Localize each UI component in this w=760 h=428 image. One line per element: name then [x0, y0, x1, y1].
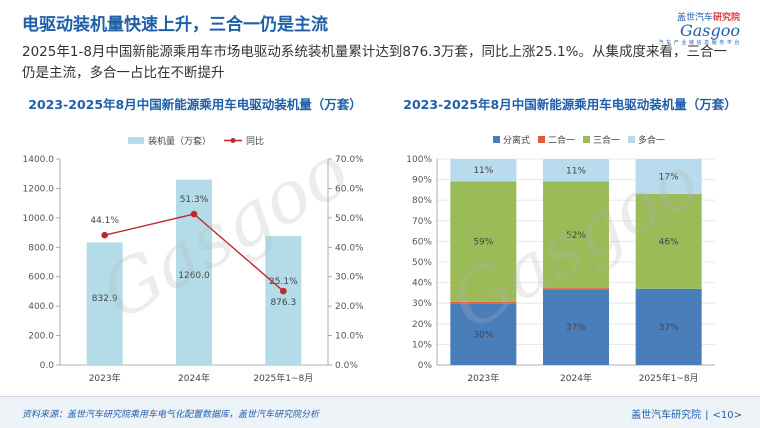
segment-label: 46%: [659, 237, 679, 247]
x-tick-label: 2025年1~8月: [639, 372, 699, 384]
volume-bar-label: 876.3: [270, 298, 296, 308]
y2-tick-label: 30.0%: [335, 273, 364, 283]
x-tick-label: 2023年: [89, 372, 121, 384]
y2-tick-label: 60.0%: [335, 184, 364, 194]
stacked-segment: [543, 288, 609, 290]
yoy-point: [190, 210, 198, 218]
stacked-segment: [635, 288, 702, 365]
chart1-title: 2023-2025年8月中国新能源乘用车电驱动装机量（万套）: [28, 97, 362, 112]
y-tick-label: 1200.0: [23, 184, 55, 194]
integration-share-chart: 分离式 二合一 三合一 多合一 0% 10% 20% 30% 40% 50% 60% 70% 80% 90…: [406, 134, 715, 384]
legend-label: 分离式: [503, 134, 530, 146]
page-number: <10>: [712, 410, 742, 421]
y2-tick-label: 0.0%: [335, 361, 358, 371]
segment-label: 37%: [659, 323, 679, 333]
volume-bar: [86, 242, 123, 365]
y-tick-label: 10%: [412, 340, 432, 350]
stacked-segment: [543, 289, 609, 365]
volume-bar-label: 1260.0: [178, 271, 210, 281]
segment-label: 11%: [473, 166, 493, 176]
y-tick-label: 30%: [412, 299, 432, 309]
brand-logo: 盖世汽车研究院 Gasgoo 汽 车 产 业 链 信 息 服 务 平 台: [659, 10, 740, 46]
page-title: 电驱动装机量快速上升，三合一仍是主流: [22, 15, 328, 35]
y-tick-label: 20%: [412, 320, 432, 330]
description-text: 2025年1-8月中国新能源乘用车市场电驱动系统装机量累计达到876.3万套，同…: [22, 44, 727, 81]
logo-chinese: 盖世汽车研究院: [676, 13, 740, 23]
stacked-segment: [635, 194, 702, 289]
y-tick-label: 200.0: [28, 332, 54, 342]
y-tick-label: 800.0: [28, 243, 54, 253]
y-tick-label: 60%: [412, 237, 432, 247]
legend-swatch: [583, 136, 590, 143]
y-tick-label: 0%: [418, 361, 433, 371]
y2-tick-label: 20.0%: [335, 302, 364, 312]
volume-bar-label: 832.9: [92, 294, 118, 304]
x-tick-label: 2024年: [560, 372, 592, 384]
logo-tagline: 汽 车 产 业 链 信 息 服 务 平 台: [658, 40, 740, 46]
stacked-segment: [450, 303, 517, 365]
yoy-point: [280, 287, 287, 295]
footer-divider: [0, 396, 760, 397]
legend-marker-yoy: [230, 138, 236, 143]
volume-bar: [265, 236, 302, 365]
footer-org-name: 盖世汽车研究院: [631, 410, 702, 421]
yoy-label: 51.3%: [180, 195, 209, 205]
y-tick-label: 40%: [412, 279, 432, 289]
y-tick-label: 0.0: [40, 361, 55, 371]
installed-volume-chart: 装机量（万套） 同比 0.0 200.0 400.0 600.0 800.0 1000.0 12…: [23, 135, 365, 384]
yoy-label: 44.1%: [90, 216, 119, 226]
legend-label-yoy: 同比: [246, 135, 264, 147]
y2-tick-label: 40.0%: [335, 243, 364, 253]
logo-english: Gasgoo: [679, 21, 740, 40]
stacked-segment: [450, 301, 517, 304]
segment-label: 59%: [473, 238, 493, 248]
segment-label: 11%: [566, 166, 586, 176]
legend-label: 三合一: [593, 134, 620, 146]
volume-bar: [176, 179, 212, 365]
legend-swatch: [628, 136, 635, 143]
yoy-label: 25.1%: [269, 277, 298, 287]
y-tick-label: 1000.0: [23, 214, 55, 224]
stacked-segment: [543, 181, 609, 289]
y-tick-label: 1400.0: [23, 155, 55, 165]
segment-label: 52%: [566, 231, 586, 241]
segment-label: 30%: [473, 330, 493, 340]
stacked-segment: [635, 159, 702, 195]
x-tick-label: 2023年: [467, 372, 499, 384]
y-tick-label: 70%: [412, 217, 432, 227]
legend-swatch-volume: [128, 137, 144, 144]
segment-label: 17%: [659, 173, 679, 183]
stacked-segment: [543, 159, 609, 182]
y2-tick-label: 50.0%: [335, 214, 364, 224]
x-tick-label: 2025年1~8月: [253, 372, 313, 384]
footer-bar: [0, 397, 760, 428]
x-tick-label: 2024年: [178, 372, 210, 384]
legend-swatch: [493, 136, 500, 143]
segment-label: 37%: [566, 323, 586, 333]
legend-label: 二合一: [548, 134, 575, 146]
stacked-segment: [450, 181, 517, 302]
legend-label-volume: 装机量（万套）: [148, 135, 211, 147]
y-tick-label: 50%: [412, 258, 432, 268]
y2-tick-label: 70.0%: [335, 155, 364, 165]
y-tick-label: 400.0: [28, 302, 54, 312]
y-tick-label: 100%: [406, 155, 432, 165]
legend-label: 多合一: [638, 134, 665, 146]
yoy-point: [101, 231, 108, 239]
y2-tick-label: 10.0%: [335, 332, 364, 342]
chart2-title: 2023-2025年8月中国新能源乘用车电驱动装机量（万套）: [403, 97, 737, 112]
source-note: 资料来源：盖世汽车研究院乘用车电气化配置数据库，盖世汽车研究院分析: [22, 410, 320, 420]
y-tick-label: 90%: [412, 176, 432, 186]
stacked-segment: [450, 159, 517, 182]
y-tick-label: 80%: [412, 196, 432, 206]
footer-org: 盖世汽车研究院 | <10>: [631, 410, 742, 421]
legend-swatch: [538, 136, 545, 143]
y-tick-label: 600.0: [28, 273, 54, 283]
